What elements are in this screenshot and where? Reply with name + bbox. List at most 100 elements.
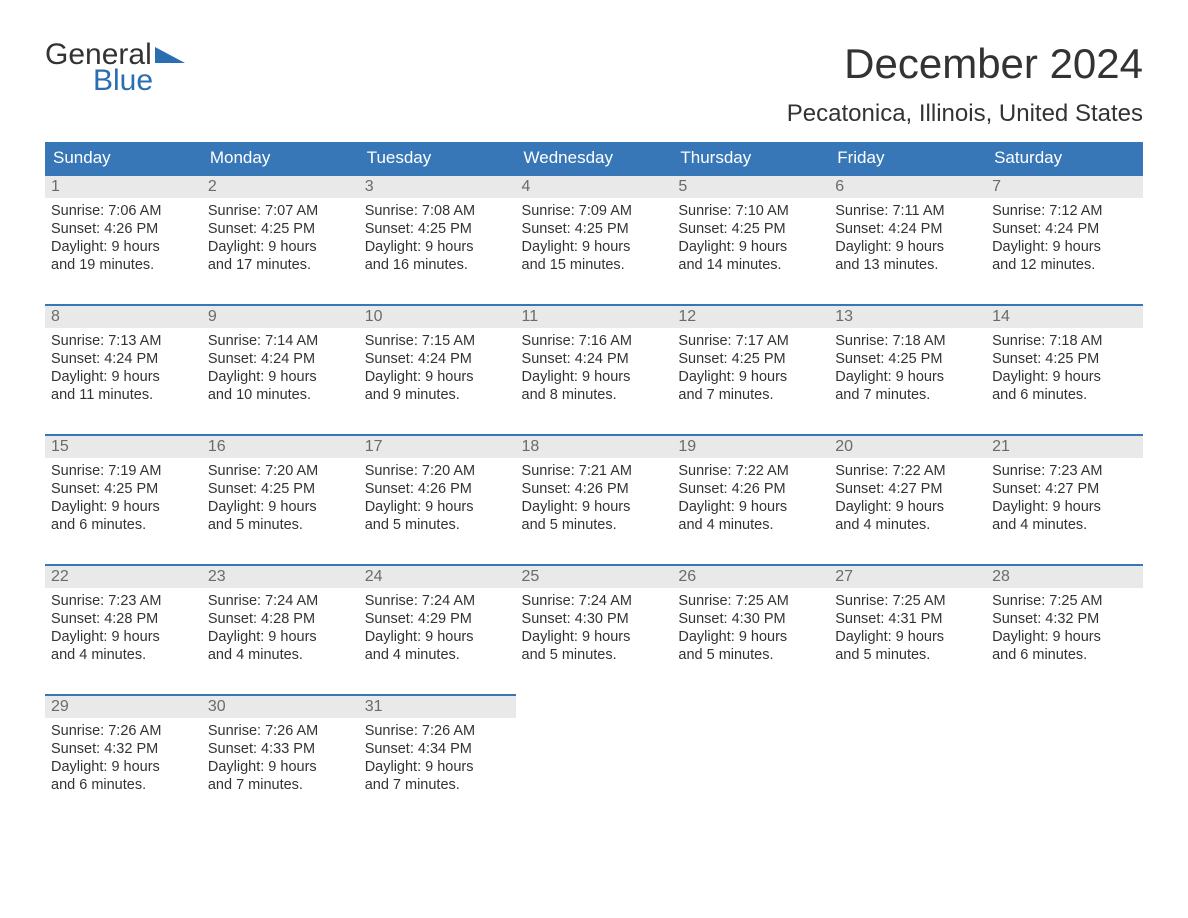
calendar-day: 11Sunrise: 7:16 AMSunset: 4:24 PMDayligh…: [516, 305, 673, 435]
calendar-week: 22Sunrise: 7:23 AMSunset: 4:28 PMDayligh…: [45, 565, 1143, 695]
sunrise: Sunrise: 7:22 AM: [678, 462, 823, 480]
sunrise: Sunrise: 7:13 AM: [51, 332, 196, 350]
weekday-header: Tuesday: [359, 142, 516, 175]
calendar-body: 1Sunrise: 7:06 AMSunset: 4:26 PMDaylight…: [45, 175, 1143, 824]
day-number: 27: [829, 566, 986, 588]
daylight2: and 7 minutes.: [678, 386, 823, 404]
daylight2: and 5 minutes.: [208, 516, 353, 534]
daylight2: and 5 minutes.: [835, 646, 980, 664]
sunrise: Sunrise: 7:25 AM: [835, 592, 980, 610]
sunset: Sunset: 4:33 PM: [208, 740, 353, 758]
day-number: 13: [829, 306, 986, 328]
day-number: 25: [516, 566, 673, 588]
calendar-day: 27Sunrise: 7:25 AMSunset: 4:31 PMDayligh…: [829, 565, 986, 695]
daylight1: Daylight: 9 hours: [992, 628, 1137, 646]
day-number: 3: [359, 176, 516, 198]
day-number: 19: [672, 436, 829, 458]
day-body: Sunrise: 7:23 AMSunset: 4:27 PMDaylight:…: [986, 458, 1143, 541]
day-body: Sunrise: 7:19 AMSunset: 4:25 PMDaylight:…: [45, 458, 202, 541]
weekday-header: Thursday: [672, 142, 829, 175]
daylight2: and 7 minutes.: [835, 386, 980, 404]
calendar-empty: [672, 695, 829, 824]
logo-flag-icon: [155, 45, 185, 65]
daylight2: and 7 minutes.: [208, 776, 353, 794]
daylight1: Daylight: 9 hours: [522, 368, 667, 386]
daylight1: Daylight: 9 hours: [208, 368, 353, 386]
calendar-week: 1Sunrise: 7:06 AMSunset: 4:26 PMDaylight…: [45, 175, 1143, 305]
day-number: 23: [202, 566, 359, 588]
sunrise: Sunrise: 7:25 AM: [678, 592, 823, 610]
sunset: Sunset: 4:25 PM: [208, 480, 353, 498]
daylight1: Daylight: 9 hours: [522, 628, 667, 646]
sunset: Sunset: 4:27 PM: [835, 480, 980, 498]
sunset: Sunset: 4:30 PM: [522, 610, 667, 628]
day-body: Sunrise: 7:26 AMSunset: 4:34 PMDaylight:…: [359, 718, 516, 801]
daylight2: and 5 minutes.: [522, 516, 667, 534]
title-block: December 2024 Pecatonica, Illinois, Unit…: [787, 40, 1143, 128]
sunrise: Sunrise: 7:06 AM: [51, 202, 196, 220]
sunrise: Sunrise: 7:20 AM: [208, 462, 353, 480]
day-body: Sunrise: 7:26 AMSunset: 4:33 PMDaylight:…: [202, 718, 359, 801]
day-number: 24: [359, 566, 516, 588]
calendar-day: 28Sunrise: 7:25 AMSunset: 4:32 PMDayligh…: [986, 565, 1143, 695]
day-number: 18: [516, 436, 673, 458]
day-number: 16: [202, 436, 359, 458]
daylight2: and 11 minutes.: [51, 386, 196, 404]
sunrise: Sunrise: 7:22 AM: [835, 462, 980, 480]
daylight1: Daylight: 9 hours: [678, 238, 823, 256]
location: Pecatonica, Illinois, United States: [787, 100, 1143, 128]
daylight1: Daylight: 9 hours: [51, 758, 196, 776]
sunset: Sunset: 4:24 PM: [365, 350, 510, 368]
sunset: Sunset: 4:25 PM: [51, 480, 196, 498]
daylight2: and 4 minutes.: [208, 646, 353, 664]
day-body: Sunrise: 7:07 AMSunset: 4:25 PMDaylight:…: [202, 198, 359, 281]
sunrise: Sunrise: 7:23 AM: [51, 592, 196, 610]
daylight2: and 4 minutes.: [678, 516, 823, 534]
sunset: Sunset: 4:34 PM: [365, 740, 510, 758]
calendar-empty: [516, 695, 673, 824]
calendar-day: 24Sunrise: 7:24 AMSunset: 4:29 PMDayligh…: [359, 565, 516, 695]
calendar-day: 9Sunrise: 7:14 AMSunset: 4:24 PMDaylight…: [202, 305, 359, 435]
calendar-day: 13Sunrise: 7:18 AMSunset: 4:25 PMDayligh…: [829, 305, 986, 435]
day-number: 9: [202, 306, 359, 328]
daylight2: and 19 minutes.: [51, 256, 196, 274]
sunset: Sunset: 4:24 PM: [835, 220, 980, 238]
calendar-week: 15Sunrise: 7:19 AMSunset: 4:25 PMDayligh…: [45, 435, 1143, 565]
daylight2: and 4 minutes.: [365, 646, 510, 664]
sunset: Sunset: 4:26 PM: [365, 480, 510, 498]
sunrise: Sunrise: 7:11 AM: [835, 202, 980, 220]
month-title: December 2024: [787, 40, 1143, 88]
calendar-day: 10Sunrise: 7:15 AMSunset: 4:24 PMDayligh…: [359, 305, 516, 435]
calendar-day: 7Sunrise: 7:12 AMSunset: 4:24 PMDaylight…: [986, 175, 1143, 305]
daylight1: Daylight: 9 hours: [835, 238, 980, 256]
sunset: Sunset: 4:24 PM: [992, 220, 1137, 238]
logo: General Blue: [45, 40, 185, 96]
calendar-day: 21Sunrise: 7:23 AMSunset: 4:27 PMDayligh…: [986, 435, 1143, 565]
sunrise: Sunrise: 7:25 AM: [992, 592, 1137, 610]
calendar-day: 3Sunrise: 7:08 AMSunset: 4:25 PMDaylight…: [359, 175, 516, 305]
daylight1: Daylight: 9 hours: [208, 498, 353, 516]
day-body: Sunrise: 7:16 AMSunset: 4:24 PMDaylight:…: [516, 328, 673, 411]
daylight1: Daylight: 9 hours: [365, 628, 510, 646]
sunset: Sunset: 4:25 PM: [678, 220, 823, 238]
day-number: 30: [202, 696, 359, 718]
calendar-day: 15Sunrise: 7:19 AMSunset: 4:25 PMDayligh…: [45, 435, 202, 565]
day-body: Sunrise: 7:06 AMSunset: 4:26 PMDaylight:…: [45, 198, 202, 281]
daylight2: and 6 minutes.: [992, 646, 1137, 664]
daylight2: and 14 minutes.: [678, 256, 823, 274]
weekday-header: Friday: [829, 142, 986, 175]
sunset: Sunset: 4:28 PM: [51, 610, 196, 628]
sunrise: Sunrise: 7:24 AM: [365, 592, 510, 610]
daylight2: and 4 minutes.: [992, 516, 1137, 534]
calendar-day: 31Sunrise: 7:26 AMSunset: 4:34 PMDayligh…: [359, 695, 516, 824]
day-number: 29: [45, 696, 202, 718]
day-body: Sunrise: 7:17 AMSunset: 4:25 PMDaylight:…: [672, 328, 829, 411]
daylight1: Daylight: 9 hours: [208, 758, 353, 776]
day-body: Sunrise: 7:10 AMSunset: 4:25 PMDaylight:…: [672, 198, 829, 281]
daylight1: Daylight: 9 hours: [51, 498, 196, 516]
daylight1: Daylight: 9 hours: [522, 238, 667, 256]
daylight2: and 10 minutes.: [208, 386, 353, 404]
sunrise: Sunrise: 7:08 AM: [365, 202, 510, 220]
calendar-day: 20Sunrise: 7:22 AMSunset: 4:27 PMDayligh…: [829, 435, 986, 565]
daylight1: Daylight: 9 hours: [365, 238, 510, 256]
